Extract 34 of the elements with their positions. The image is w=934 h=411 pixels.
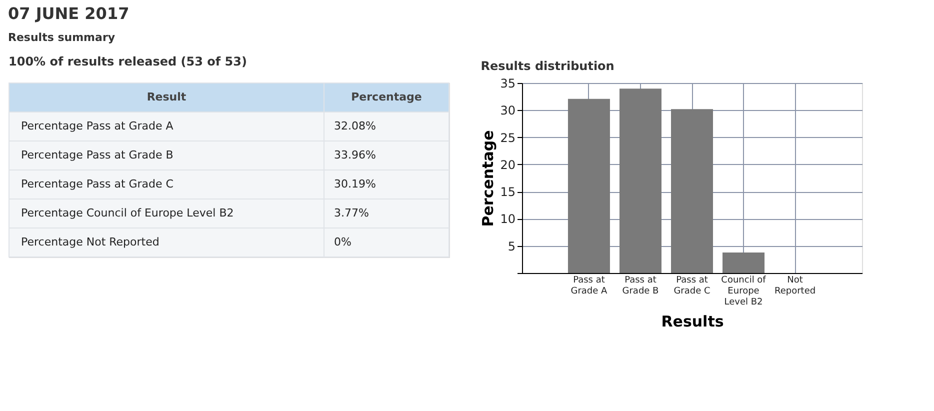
x-tick-label: Pass at Grade A <box>570 276 608 296</box>
bar <box>619 88 662 273</box>
text: 3.77% <box>334 206 369 220</box>
x-tick-label: Council of Europe Level B2 <box>721 276 767 308</box>
y-axis-title: Percentage <box>479 130 498 227</box>
text: Results summary <box>8 31 116 44</box>
bar <box>722 252 765 273</box>
text: 100% of results released (53 of 53) <box>8 54 247 68</box>
y-tick-label: 20 <box>500 158 516 172</box>
text: Result <box>146 90 186 104</box>
y-tick-label: 35 <box>500 76 516 90</box>
text: 30.19% <box>334 178 376 190</box>
x-tick-label: Pass at Grade C <box>674 276 710 296</box>
text: Percentage Pass at Grade B <box>21 148 174 162</box>
text: 0% <box>334 236 352 248</box>
text: Percentage Pass at Grade A <box>21 120 174 132</box>
y-tick-label: 10 <box>500 212 516 226</box>
text: 33.96% <box>334 148 376 162</box>
y-tick-label: 15 <box>500 185 516 200</box>
text: Percentage <box>351 90 422 104</box>
x-tick-label: Not Reported <box>774 276 816 296</box>
text: 32.08% <box>334 120 376 132</box>
x-tick-label: Pass at Grade B <box>622 276 659 296</box>
y-tick-label: 5 <box>508 239 516 254</box>
text: Percentage Council of Europe Level B2 <box>21 206 234 220</box>
y-tick-label: 25 <box>500 130 516 145</box>
x-axis-title: Results <box>661 312 724 330</box>
bar <box>568 98 610 273</box>
text: Results distribution <box>480 59 614 73</box>
bar <box>671 109 713 273</box>
text: Percentage Not Reported <box>21 236 160 248</box>
text: 07 JUNE 2017 <box>8 4 130 23</box>
text: Percentage Pass at Grade C <box>21 178 174 190</box>
y-tick-label: 30 <box>500 104 516 118</box>
